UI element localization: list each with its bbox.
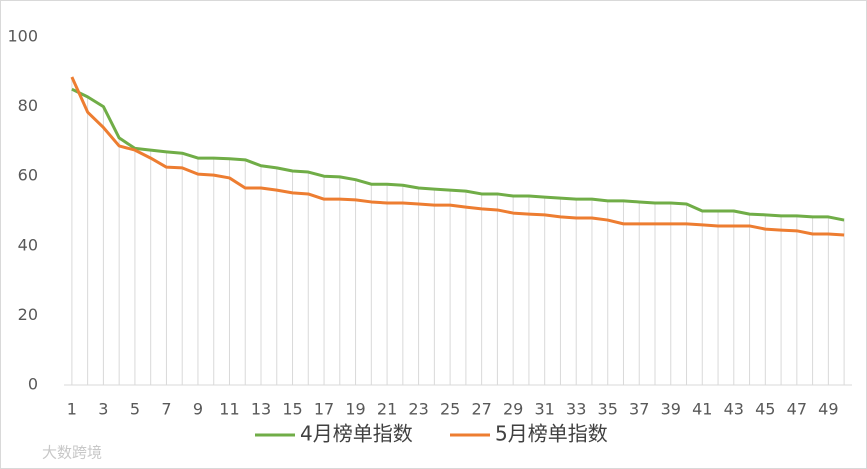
y-tick-label: 20 bbox=[18, 305, 38, 324]
x-tick-label: 15 bbox=[282, 400, 302, 419]
x-tick-label: 37 bbox=[629, 400, 649, 419]
x-tick-label: 39 bbox=[661, 400, 681, 419]
series-line bbox=[70, 76, 845, 237]
watermark: 大数跨境 bbox=[42, 444, 102, 462]
x-tick-label: 1 bbox=[67, 400, 77, 419]
x-tick-label: 25 bbox=[440, 400, 460, 419]
x-tick-label: 21 bbox=[377, 400, 397, 419]
x-tick-label: 13 bbox=[251, 400, 271, 419]
x-tick-label: 31 bbox=[535, 400, 555, 419]
x-tick-label: 23 bbox=[408, 400, 428, 419]
x-tick-label: 33 bbox=[566, 400, 586, 419]
y-tick-label: 40 bbox=[18, 235, 38, 254]
x-tick-label: 49 bbox=[818, 400, 838, 419]
x-tick-label: 9 bbox=[193, 400, 203, 419]
x-tick-label: 35 bbox=[598, 400, 618, 419]
x-tick-label: 7 bbox=[161, 400, 171, 419]
legend-label: 5月榜单指数 bbox=[495, 422, 608, 446]
series-line bbox=[71, 87, 845, 222]
x-tick-label: 41 bbox=[692, 400, 712, 419]
x-tick-label: 45 bbox=[755, 400, 775, 419]
x-tick-label: 47 bbox=[787, 400, 807, 419]
x-tick-label: 19 bbox=[345, 400, 365, 419]
y-tick-label: 100 bbox=[7, 27, 38, 46]
y-tick-label: 0 bbox=[28, 375, 38, 394]
x-tick-label: 29 bbox=[503, 400, 523, 419]
y-tick-label: 80 bbox=[18, 96, 38, 115]
y-tick-label: 60 bbox=[18, 166, 38, 185]
x-tick-label: 17 bbox=[314, 400, 334, 419]
x-tick-label: 27 bbox=[471, 400, 491, 419]
x-tick-label: 43 bbox=[724, 400, 744, 419]
x-tick-label: 5 bbox=[130, 400, 140, 419]
x-tick-label: 3 bbox=[98, 400, 108, 419]
x-tick-label: 11 bbox=[219, 400, 239, 419]
legend-label: 4月榜单指数 bbox=[300, 422, 413, 446]
